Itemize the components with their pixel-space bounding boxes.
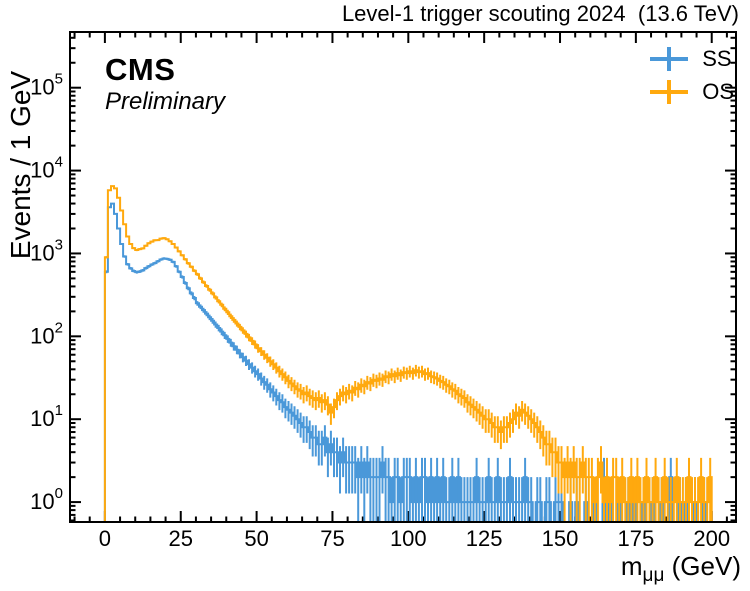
- svg-text:0: 0: [99, 526, 111, 551]
- legend-item-ss: SS: [650, 46, 734, 72]
- ss-marker-vbar: [667, 47, 672, 71]
- svg-text:75: 75: [320, 526, 344, 551]
- svg-text:200: 200: [693, 526, 730, 551]
- svg-text:175: 175: [618, 526, 655, 551]
- svg-text:105: 105: [30, 71, 63, 100]
- svg-text:104: 104: [30, 154, 63, 183]
- ss-cross-marker-icon: [650, 46, 689, 72]
- experiment-label: CMS: [105, 52, 176, 87]
- os-marker-vbar: [667, 80, 672, 104]
- x-axis-title: mμμ (GeV): [620, 551, 741, 585]
- svg-text:102: 102: [30, 319, 63, 348]
- legend-label-os: OS: [702, 79, 734, 104]
- series-os-error-bars: [105, 185, 712, 521]
- legend-item-os: OS: [650, 79, 734, 105]
- svg-text:103: 103: [30, 236, 63, 265]
- series-ss-histogram-line: [103, 202, 707, 521]
- x-tick-labels: 0 25 50 75 100 125 150 175 200: [99, 526, 730, 551]
- plot-title: Level-1 trigger scouting 2024 (13.6 TeV): [341, 1, 739, 26]
- svg-text:100: 100: [390, 526, 427, 551]
- x-axis-title-subscript: μμ: [642, 565, 665, 587]
- svg-text:50: 50: [244, 526, 268, 551]
- series-os-histogram-line: [103, 185, 713, 521]
- svg-text:125: 125: [466, 526, 503, 551]
- preliminary-label: Preliminary: [105, 88, 226, 115]
- series-os: [103, 185, 713, 521]
- svg-text:100: 100: [30, 485, 63, 514]
- svg-text:150: 150: [542, 526, 579, 551]
- series-ss: [103, 202, 707, 521]
- x-axis-title-unit: (GeV): [664, 551, 741, 581]
- os-cross-marker-icon: [650, 79, 689, 105]
- legend-label-ss: SS: [702, 46, 732, 71]
- y-axis-title: Events / 1 GeV: [5, 70, 36, 260]
- x-axis-title-base: m: [620, 551, 643, 581]
- svg-text:25: 25: [169, 526, 193, 551]
- svg-text:101: 101: [30, 402, 63, 431]
- series-ss-error-bars: [105, 203, 706, 521]
- plot-frame: [69, 31, 737, 523]
- y-tick-labels: 100 101 102 103 104 105: [30, 71, 63, 514]
- legend: SS OS: [650, 46, 734, 105]
